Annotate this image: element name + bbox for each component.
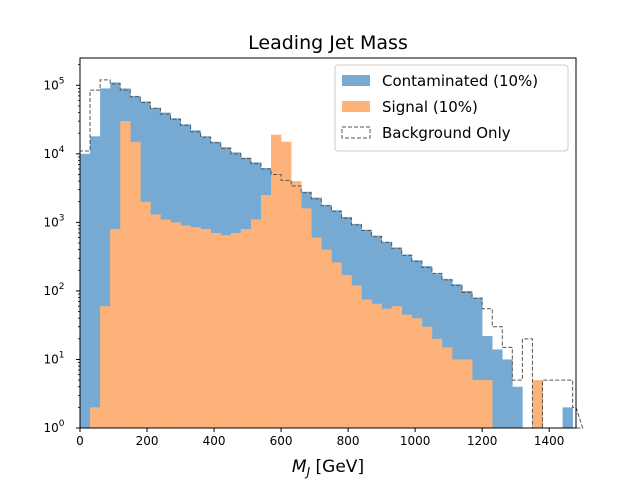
contaminated-bar xyxy=(80,153,91,428)
signal-bar xyxy=(311,237,322,428)
contaminated-bar xyxy=(512,386,523,428)
signal-bar xyxy=(321,249,332,428)
signal-bar xyxy=(170,222,181,428)
y-tick-label: 101 xyxy=(43,350,64,366)
y-tick-label: 105 xyxy=(43,76,64,92)
y-tick-label: 103 xyxy=(43,213,64,229)
signal-bar xyxy=(452,359,463,428)
x-axis: 0 200 400 600 800 1000 1200 1400 xyxy=(76,428,564,448)
legend-background-only-label: Background Only xyxy=(382,124,511,142)
x-tick-label: 1200 xyxy=(467,434,498,448)
signal-bar xyxy=(351,285,362,428)
x-tick-label: 800 xyxy=(337,434,360,448)
signal-bar xyxy=(361,299,372,428)
contaminated-bar xyxy=(502,359,513,428)
signal-bar xyxy=(180,225,191,428)
y-axis: 100 101 102 103 104 105 xyxy=(43,64,80,435)
signal-bar xyxy=(431,338,443,428)
signal-bar xyxy=(381,308,392,428)
signal-bar xyxy=(150,214,161,428)
contaminated-bar xyxy=(472,297,483,428)
signal-bar xyxy=(90,407,101,428)
signal-bar xyxy=(250,219,262,428)
legend-signal-swatch xyxy=(342,101,370,112)
signal-bar xyxy=(391,306,403,428)
background-only-series xyxy=(79,79,584,429)
signal-bar xyxy=(120,121,131,429)
legend: Contaminated (10%) Signal (10%) Background… xyxy=(334,64,569,152)
signal-bar xyxy=(421,326,433,428)
contaminated-bar xyxy=(492,349,503,428)
signal-bar xyxy=(140,201,151,428)
signal-bar xyxy=(190,227,201,428)
signal-bar xyxy=(281,141,292,428)
y-tick-label: 102 xyxy=(43,282,64,298)
signal-bar xyxy=(291,181,302,428)
signal-bar xyxy=(200,229,211,428)
legend-signal-label: Signal (10%) xyxy=(382,98,478,116)
x-axis-label-symbol: M xyxy=(292,457,307,477)
signal-bar xyxy=(341,275,352,428)
x-tick-label: 1400 xyxy=(534,434,565,448)
x-axis-label-unit: [GeV] xyxy=(310,457,364,477)
contaminated-bar xyxy=(452,284,463,428)
x-tick-label: 600 xyxy=(270,434,293,448)
x-axis-label-subscript: J xyxy=(305,465,311,479)
signal-bar xyxy=(371,303,382,428)
signal-bar xyxy=(100,306,111,428)
signal-bar xyxy=(160,219,171,428)
signal-bar xyxy=(441,347,453,428)
signal-bar xyxy=(532,380,543,428)
legend-box xyxy=(334,64,569,152)
signal-bar xyxy=(110,229,121,428)
signal-bar xyxy=(240,229,252,428)
contaminated-bar xyxy=(100,88,111,428)
signal-bar xyxy=(411,318,423,428)
signal-series xyxy=(90,121,543,429)
signal-bar xyxy=(220,235,232,428)
legend-background-only-swatch xyxy=(341,126,371,139)
legend-contaminated-swatch xyxy=(342,75,370,86)
x-tick-label: 400 xyxy=(203,434,226,448)
signal-bar xyxy=(210,232,222,428)
x-axis-label: MJ [GeV] xyxy=(292,457,364,479)
signal-bar xyxy=(401,314,413,428)
signal-bar xyxy=(482,380,493,428)
signal-bar xyxy=(331,262,342,428)
signal-bar xyxy=(271,134,282,428)
y-tick-label: 100 xyxy=(43,419,64,435)
contaminated-bar xyxy=(462,290,473,428)
contaminated-bar xyxy=(562,407,573,428)
signal-bar xyxy=(462,359,473,428)
legend-contaminated-label: Contaminated (10%) xyxy=(382,72,538,90)
signal-bar xyxy=(230,232,242,428)
y-tick-label: 104 xyxy=(43,145,64,161)
signal-bar xyxy=(260,195,272,428)
chart-title: Leading Jet Mass xyxy=(248,32,408,54)
x-tick-label: 0 xyxy=(76,434,84,448)
signal-bar xyxy=(472,380,483,428)
signal-bar xyxy=(130,141,141,428)
x-tick-label: 200 xyxy=(136,434,159,448)
x-tick-label: 1000 xyxy=(400,434,431,448)
signal-bar xyxy=(301,208,312,428)
contaminated-bar xyxy=(90,136,101,428)
